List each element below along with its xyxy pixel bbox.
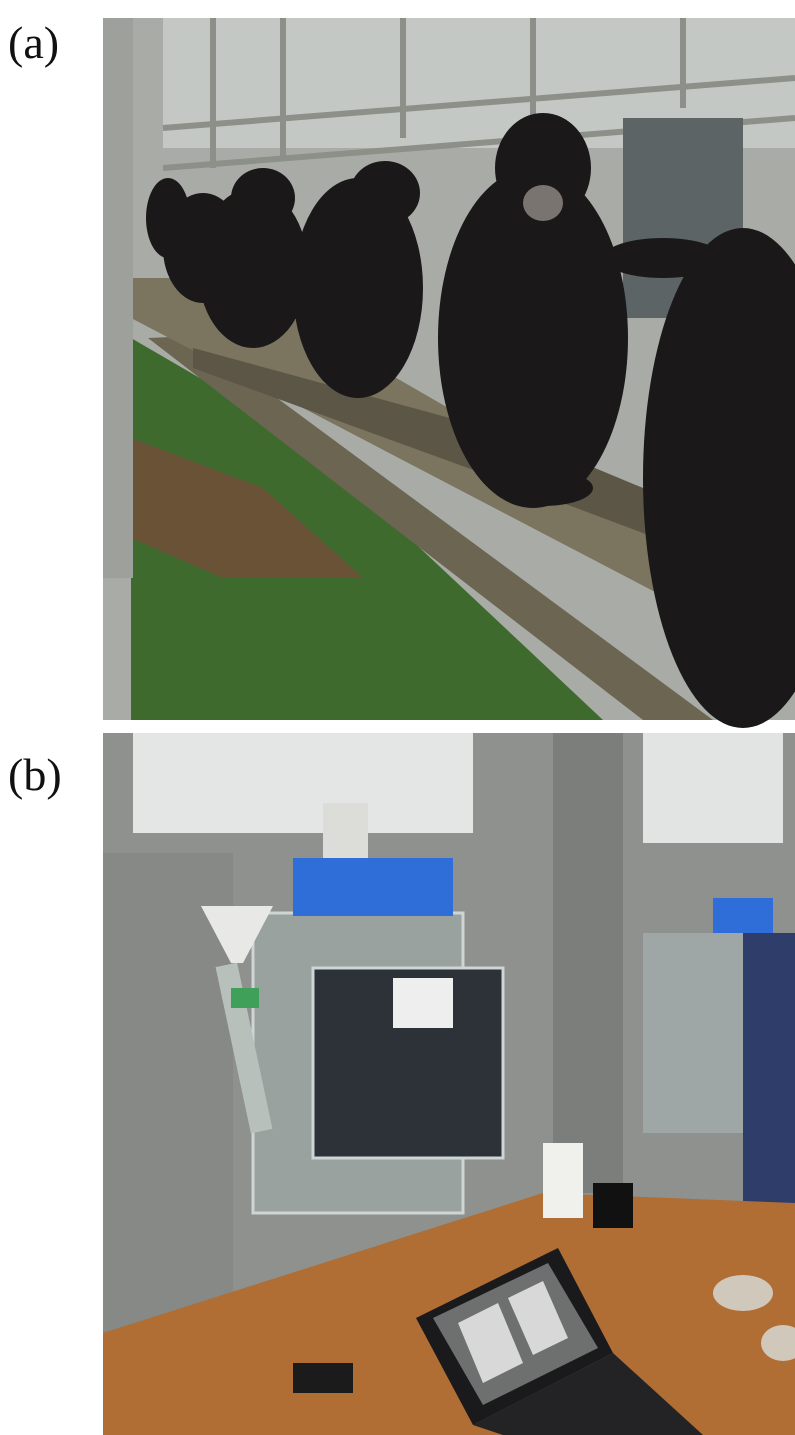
panel-label: (a) [8, 17, 59, 68]
panel-label: (b) [8, 749, 62, 800]
photo-b [103, 733, 795, 1435]
photo-a [103, 18, 795, 728]
page: (a) (b) [0, 0, 795, 1435]
figure: (a) (b) [0, 0, 795, 1435]
